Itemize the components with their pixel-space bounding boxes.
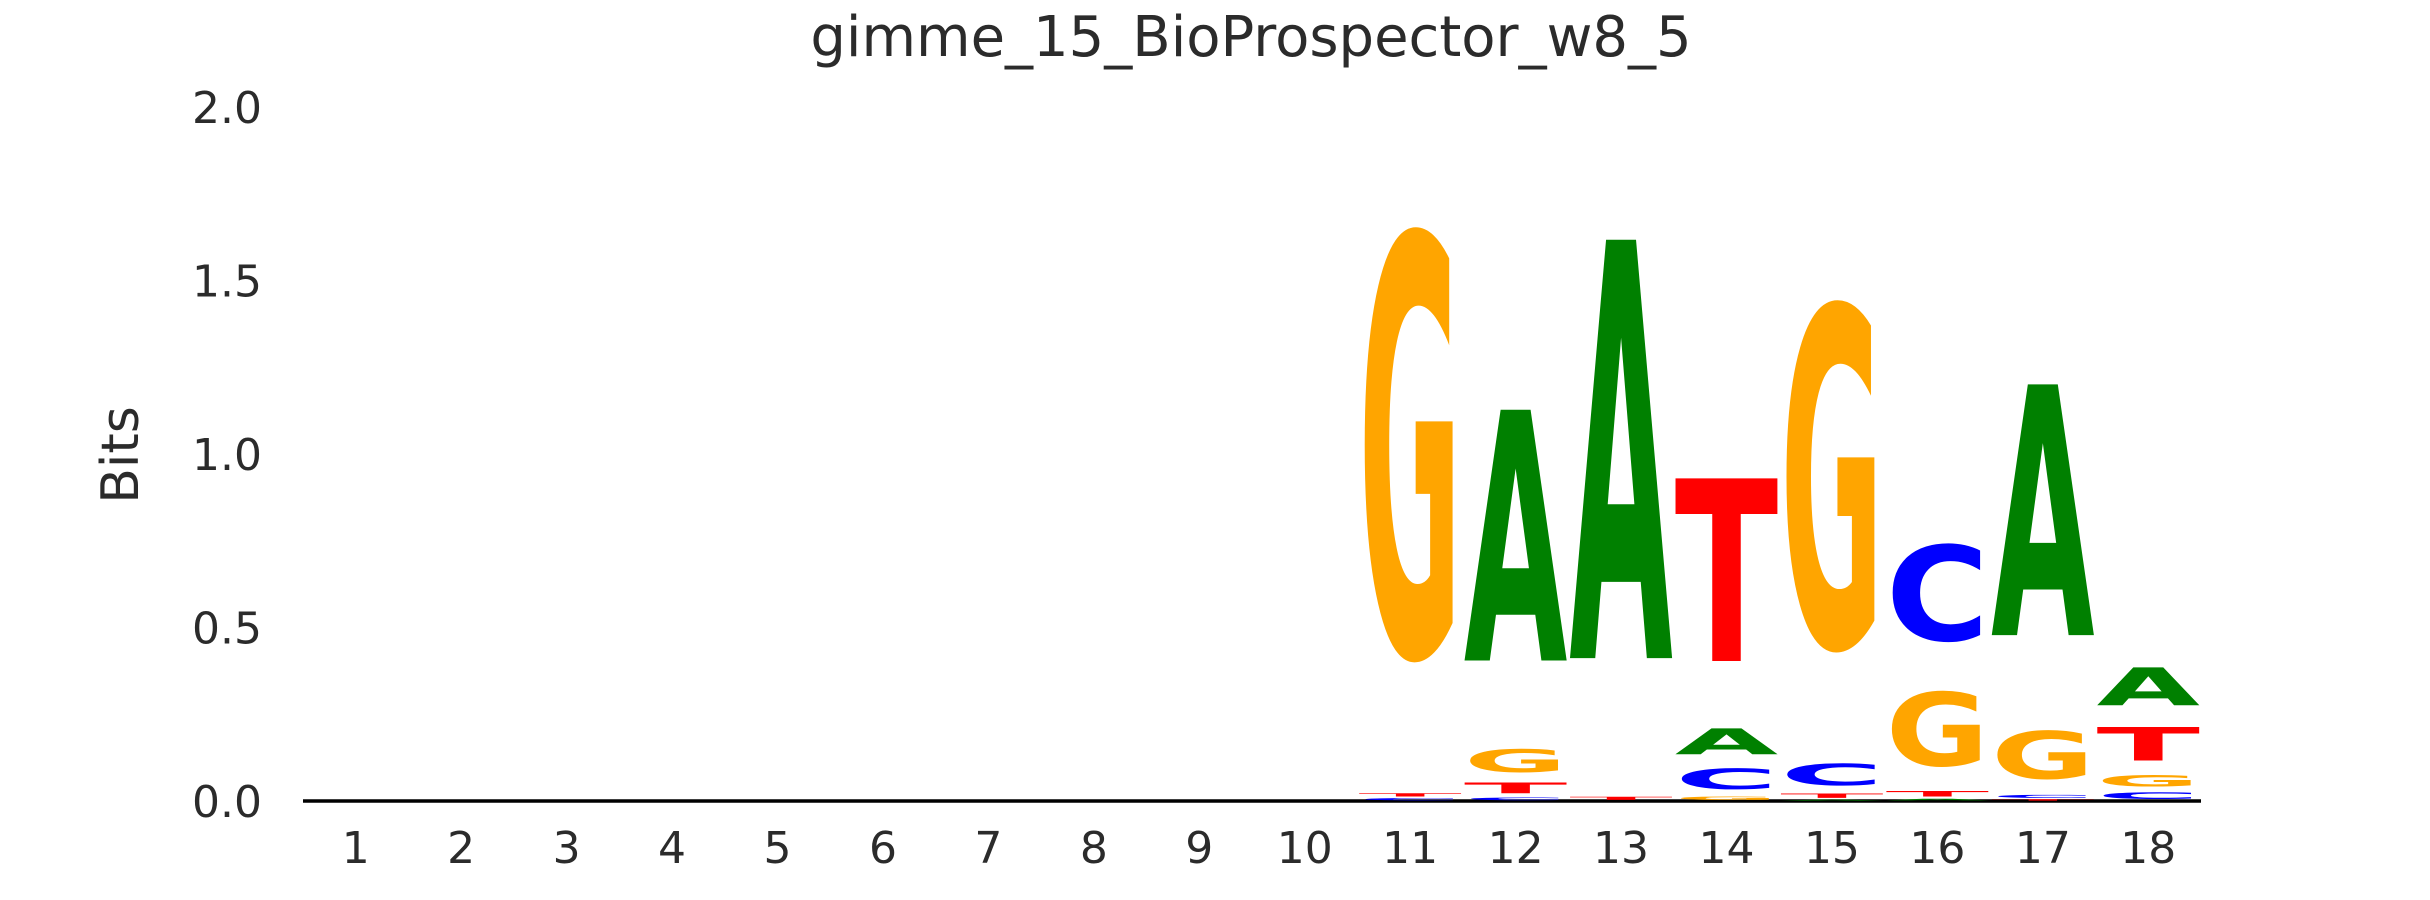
x-tick-label-16: 16 <box>1909 823 1965 874</box>
x-tick-label-9: 9 <box>1185 823 1213 874</box>
chart-title: gimme_15_BioProspector_w8_5 <box>810 5 1691 70</box>
logo-letter-T-pos11: T <box>1358 792 1461 797</box>
logo-letter-A-pos17: A <box>1991 316 2095 717</box>
x-tick-label-10: 10 <box>1277 823 1333 874</box>
x-tick-label-14: 14 <box>1699 823 1755 874</box>
x-tick-label-17: 17 <box>2015 823 2071 874</box>
logo-letter-C-pos11: C <box>1358 798 1461 801</box>
logo-letter-C-pos16: C <box>1886 520 1989 672</box>
x-tick-label-1: 1 <box>342 823 370 874</box>
logo-letter-A-pos18: A <box>2097 657 2200 717</box>
x-tick-label-6: 6 <box>869 823 897 874</box>
y-tick-label-0.0: 0.0 <box>192 777 262 828</box>
x-tick-label-11: 11 <box>1382 823 1438 874</box>
x-tick-label-13: 13 <box>1593 823 1649 874</box>
x-tick-label-12: 12 <box>1488 823 1544 874</box>
x-tick-label-5: 5 <box>764 823 792 874</box>
logo-letter-C-pos12: C <box>1464 797 1567 801</box>
logo-letter-C-pos14: C <box>1675 763 1778 796</box>
logo-letter-G-pos16: G <box>1886 672 1989 790</box>
logo-letter-A-pos13: A <box>1569 126 1673 794</box>
y-tick-labels: 0.0 0.5 1.0 1.5 2.0 <box>192 83 262 828</box>
y-tick-label-2.0: 2.0 <box>192 83 262 134</box>
logo-letter-A-pos15: A <box>1780 799 1883 801</box>
x-tick-label-4: 4 <box>658 823 686 874</box>
logo-letter-C-pos15: C <box>1780 758 1883 793</box>
logo-letter-A-pos16: A <box>1886 798 1989 801</box>
x-tick-label-2: 2 <box>447 823 475 874</box>
x-tick-labels: 1 2 3 4 5 6 7 8 9 10 11 12 13 14 15 16 17 18 <box>342 823 2177 874</box>
logo-letter-T-pos15: T <box>1780 792 1883 799</box>
y-axis-label: Bits <box>91 406 151 504</box>
x-tick-label-3: 3 <box>553 823 581 874</box>
logo-letter-C-pos17: C <box>1991 794 2094 799</box>
logo-letter-T-pos18: T <box>2097 718 2200 771</box>
logo-letter-G-pos15: G <box>1780 214 1883 756</box>
logo-letter-A-pos12: A <box>1464 341 1568 742</box>
logo-letter-T-pos13: T <box>1569 796 1672 801</box>
logo-letter-G-pos14: G <box>1675 796 1778 801</box>
logo-letter-T-pos16: T <box>1886 790 1989 799</box>
x-tick-label-7: 7 <box>974 823 1002 874</box>
logo-letter-G-pos17: G <box>1991 718 2094 794</box>
logo-letter-T-pos12: T <box>1464 780 1567 797</box>
logo-letter-G-pos11: G <box>1358 121 1461 791</box>
logo-letter-G-pos12: G <box>1464 743 1567 779</box>
logo-letter-A-pos14: A <box>1675 722 1779 763</box>
logo-letter-C-pos18: C <box>2097 791 2200 801</box>
x-tick-label-15: 15 <box>1804 823 1860 874</box>
logo-letter-G-pos18: G <box>2097 772 2200 791</box>
y-tick-label-1.5: 1.5 <box>192 256 262 307</box>
x-tick-label-18: 18 <box>2120 823 2176 874</box>
logo-letter-T-pos14: T <box>1675 429 1778 721</box>
y-tick-label-1.0: 1.0 <box>192 430 262 481</box>
y-tick-label-0.5: 0.5 <box>192 603 262 654</box>
x-tick-label-8: 8 <box>1080 823 1108 874</box>
logo-letter-T-pos17: T <box>1991 799 2094 801</box>
